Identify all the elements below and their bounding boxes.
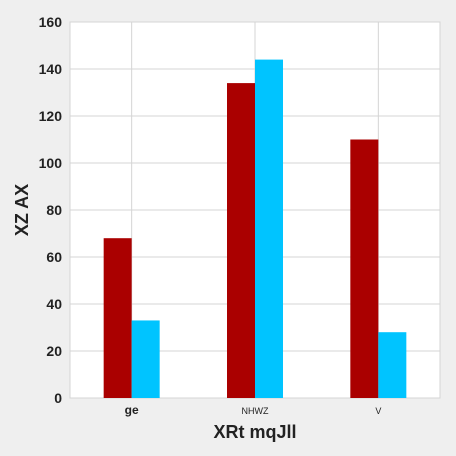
y-tick-label: 140: [39, 61, 63, 77]
bar-series-2-v: [378, 332, 407, 398]
y-tick-label: 160: [39, 14, 63, 30]
y-axis-ticks: 0 20 40 60 80 100 120 140 160: [39, 14, 63, 406]
bar-series-2-ge: [131, 320, 160, 398]
y-tick-label: 60: [46, 249, 62, 265]
x-tick-label: NHWZ: [242, 406, 269, 416]
y-tick-label: 0: [54, 390, 62, 406]
y-tick-label: 20: [46, 343, 62, 359]
x-tick-label: V: [375, 406, 381, 416]
bar-series-2-nhwz: [255, 59, 283, 398]
y-tick-label: 100: [39, 155, 63, 171]
y-tick-label: 40: [46, 296, 62, 312]
x-axis-ticks: ge NHWZ V: [125, 403, 382, 417]
y-tick-label: 120: [39, 108, 63, 124]
bar-series-1-v: [350, 139, 379, 398]
bar-series-1-nhwz: [227, 83, 255, 398]
bars: [103, 59, 407, 398]
x-tick-label: ge: [125, 403, 139, 417]
y-axis-label: XZ AX: [12, 184, 32, 236]
y-tick-label: 80: [46, 202, 62, 218]
x-axis-label: XRt mqJll: [213, 422, 296, 442]
bar-series-1-ge: [103, 238, 132, 398]
